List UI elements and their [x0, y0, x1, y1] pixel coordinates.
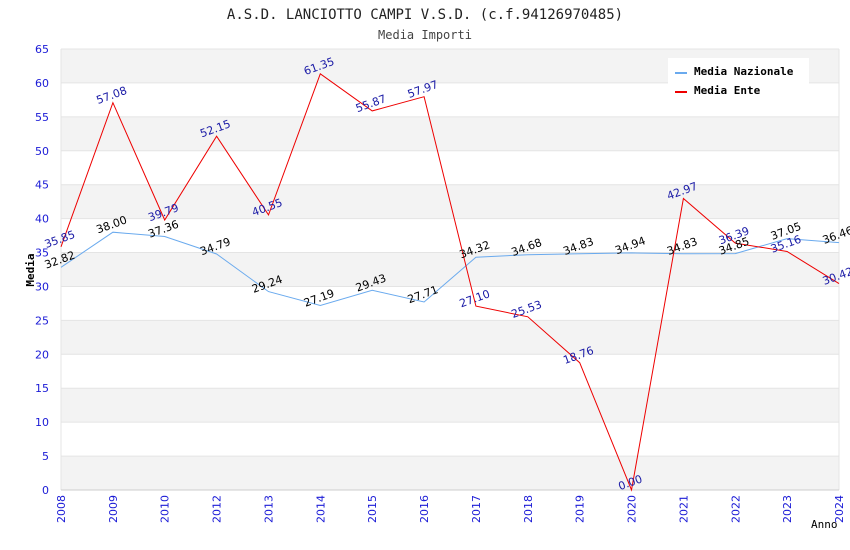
- grid-bands: [61, 49, 839, 490]
- y-tick-label: 55: [35, 111, 49, 124]
- legend-box: [668, 58, 809, 101]
- grid-band: [61, 388, 839, 423]
- x-tick-label: 2014: [314, 495, 327, 523]
- x-tick-label: 2015: [366, 495, 379, 523]
- x-axis-ticks: 2008 2009 2010 2012 2013 2014 2015 2016 2017 2018…: [55, 495, 846, 523]
- grid-band: [61, 116, 839, 151]
- y-tick-label: 5: [42, 450, 49, 463]
- data-label: 25.53: [510, 298, 544, 321]
- x-tick-label: 2013: [262, 495, 275, 523]
- grid-band: [61, 456, 839, 490]
- y-tick-label: 15: [35, 382, 49, 395]
- y-tick-label: 50: [35, 145, 49, 158]
- y-tick-label: 25: [35, 314, 49, 327]
- data-label: 35.85: [43, 228, 77, 251]
- data-label: 27.10: [458, 287, 492, 310]
- x-tick-label: 2023: [781, 495, 794, 523]
- chart-title: A.S.D. LANCIOTTO CAMPI V.S.D. (c.f.94126…: [227, 7, 623, 23]
- x-tick-label: 2019: [574, 495, 587, 523]
- x-tick-label: 2022: [729, 495, 742, 523]
- x-tick-label: 2009: [107, 495, 120, 523]
- grid-band: [61, 320, 839, 355]
- legend-label-media-ente: Media Ente: [694, 84, 761, 97]
- x-tick-label: 2021: [677, 495, 690, 523]
- y-axis-ticks: 0 5 10 15 20 25 30 35 40 45 50 55 60 65: [35, 43, 49, 497]
- y-tick-label: 40: [35, 213, 49, 226]
- grid-lines: [60, 48, 840, 491]
- series-line-media-ente: [60, 73, 840, 492]
- y-tick-label: 65: [35, 43, 49, 56]
- y-tick-label: 20: [35, 348, 49, 361]
- y-tick-label: 60: [35, 77, 49, 90]
- x-tick-label: 2008: [55, 495, 68, 523]
- x-axis-label: Anno: [811, 518, 838, 531]
- y-axis-label: Media: [24, 253, 37, 286]
- x-tick-label: 2020: [626, 495, 639, 523]
- grid-band: [61, 252, 839, 287]
- series-lines: [60, 73, 840, 492]
- legend: Media Nazionale Media Ente: [668, 58, 809, 101]
- chart-subtitle: Media Importi: [378, 28, 472, 42]
- data-label: 55.87: [354, 92, 388, 115]
- y-tick-label: 0: [42, 484, 49, 497]
- y-tick-label: 35: [35, 247, 49, 260]
- y-tick-label: 45: [35, 179, 49, 192]
- y-tick-label: 10: [35, 416, 49, 429]
- y-tick-label: 30: [35, 280, 49, 293]
- x-tick-label: 2016: [418, 495, 431, 523]
- x-tick-label: 2017: [470, 495, 483, 523]
- data-label: 57.08: [95, 84, 129, 107]
- x-tick-label: 2024: [833, 495, 846, 523]
- series-line-media-nazionale: [60, 231, 840, 307]
- x-tick-label: 2010: [159, 495, 172, 523]
- data-label: 36.46: [821, 224, 850, 247]
- x-tick-label: 2012: [211, 495, 224, 523]
- legend-label-media-nazionale: Media Nazionale: [694, 65, 794, 78]
- data-label: 27.19: [302, 287, 336, 310]
- x-tick-label: 2018: [522, 495, 535, 523]
